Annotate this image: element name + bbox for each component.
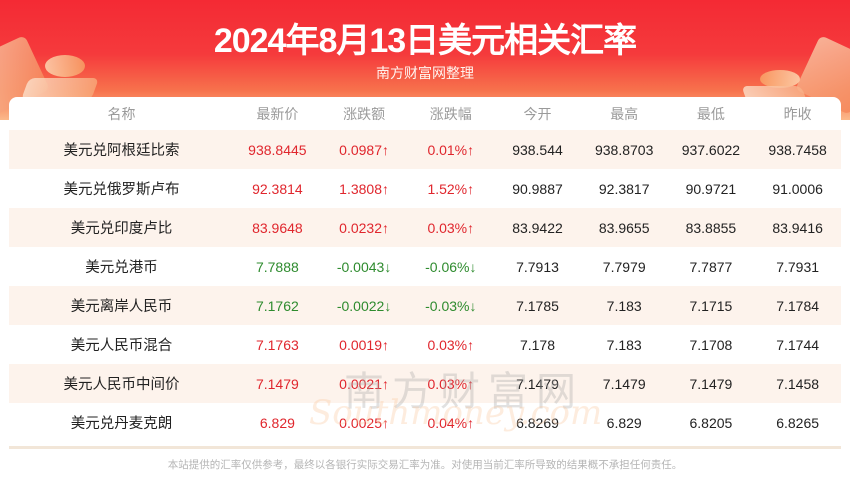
column-header-low: 最低 — [696, 105, 725, 122]
table-row: 美元人民币混合 7.1763 0.0019↑ 0.03%↑ 7.178 7.18… — [9, 325, 841, 364]
disclaimer-text: 本站提供的汇率仅供参考，最终以各银行实际交易汇率为准。对使用当前汇率所导致的结果… — [167, 459, 683, 471]
currency-pair-name: 美元兑丹麦克朗 — [70, 416, 173, 432]
prev-close-price: 7.1458 — [754, 364, 841, 403]
low-price: 6.8205 — [689, 414, 733, 431]
open-price: 83.9422 — [494, 208, 581, 247]
prev-close-price: 83.9416 — [754, 208, 841, 247]
table-row: 美元兑俄罗斯卢布 92.3814 1.3808↑ 1.52%↑ 90.9887 … — [9, 169, 841, 208]
change-amount: -0.0022↓ — [320, 286, 408, 325]
open-price: 6.8269 — [516, 414, 559, 431]
prev-close-price: 91.0006 — [772, 180, 823, 197]
change-percent: -0.06%↓ — [425, 258, 477, 275]
change-amount: -0.0043↓ — [336, 258, 392, 275]
latest-price: 83.9648 — [234, 208, 321, 247]
high-price: 938.8703 — [580, 130, 668, 169]
low-price: 7.1479 — [667, 364, 755, 403]
prev-close-price: 7.1744 — [776, 336, 820, 353]
column-header-prev-close: 昨收 — [783, 105, 812, 122]
latest-price: 7.1479 — [234, 364, 321, 403]
open-price: 90.9887 — [512, 180, 563, 197]
change-amount: 0.0025↑ — [339, 414, 389, 431]
open-price: 7.178 — [519, 336, 556, 353]
column-header-high: 最高 — [610, 105, 639, 122]
high-price: 6.829 — [606, 414, 642, 431]
low-price: 7.1708 — [689, 336, 733, 353]
table-row: 美元人民币中间价 7.1479 0.0021↑ 0.03%↑ 7.1479 7.… — [9, 364, 841, 403]
currency-pair-name: 美元人民币混合 — [70, 338, 173, 354]
decoration-shape — [760, 70, 800, 88]
prev-close-price: 6.8265 — [776, 414, 820, 431]
latest-price: 938.8445 — [234, 130, 321, 169]
latest-price: 7.1763 — [255, 336, 299, 353]
change-percent: 1.52%↑ — [427, 180, 475, 197]
open-price: 7.1479 — [494, 364, 581, 403]
table-row: 美元兑港币 7.7888 -0.0043↓ -0.06%↓ 7.7913 7.7… — [9, 247, 841, 286]
prev-close-price: 7.1784 — [754, 286, 841, 325]
high-price: 7.183 — [580, 286, 668, 325]
change-amount: 0.0019↑ — [339, 336, 389, 353]
prev-close-price: 938.7458 — [754, 130, 841, 169]
low-price: 90.9721 — [685, 180, 737, 197]
high-price: 7.7979 — [602, 258, 646, 275]
change-amount: 0.0232↑ — [320, 208, 408, 247]
change-percent: 0.03%↑ — [427, 336, 475, 353]
open-price: 938.544 — [494, 130, 581, 169]
latest-price: 7.1762 — [234, 286, 321, 325]
low-price: 937.6022 — [667, 130, 755, 169]
decoration-shape — [45, 55, 85, 77]
column-header-latest: 最新价 — [256, 105, 299, 122]
change-amount: 0.0021↑ — [320, 364, 408, 403]
currency-pair-name: 美元兑港币 — [85, 260, 158, 276]
currency-pair-name: 美元离岸人民币 — [9, 286, 235, 325]
latest-price: 92.3814 — [252, 180, 303, 197]
low-price: 83.8855 — [667, 208, 755, 247]
column-header-open: 今开 — [523, 105, 552, 122]
open-price: 7.7913 — [516, 258, 559, 275]
latest-price: 6.829 — [259, 414, 295, 431]
low-price: 7.7877 — [689, 258, 733, 275]
high-price: 83.9655 — [580, 208, 668, 247]
currency-pair-name: 美元兑阿根廷比索 — [9, 130, 235, 169]
column-header-change-pct: 涨跌幅 — [429, 105, 472, 122]
prev-close-price: 7.7931 — [776, 258, 820, 275]
high-price: 7.1479 — [580, 364, 668, 403]
table-header-row: 名称 最新价 涨跌额 涨跌幅 今开 最高 最低 昨收 — [9, 97, 841, 130]
page-subtitle: 南方财富网整理 — [376, 65, 474, 81]
change-percent: 0.03%↑ — [407, 208, 495, 247]
column-header-change: 涨跌额 — [343, 105, 386, 122]
table-row: 美元离岸人民币 7.1762 -0.0022↓ -0.03%↓ 7.1785 7… — [9, 286, 841, 325]
table-row: 美元兑丹麦克朗 6.829 0.0025↑ 0.04%↑ 6.8269 6.82… — [9, 403, 841, 442]
change-percent: -0.03%↓ — [407, 286, 495, 325]
open-price: 7.1785 — [494, 286, 581, 325]
exchange-rate-table: 名称 最新价 涨跌额 涨跌幅 今开 最高 最低 昨收 美元兑阿根廷比索 938.… — [9, 97, 841, 442]
change-amount: 0.0987↑ — [320, 130, 408, 169]
table-row: 美元兑阿根廷比索 938.8445 0.0987↑ 0.01%↑ 938.544… — [9, 130, 841, 169]
change-amount: 1.3808↑ — [339, 180, 389, 197]
change-percent: 0.01%↑ — [407, 130, 495, 169]
column-header-name: 名称 — [107, 105, 136, 122]
change-percent: 0.03%↑ — [407, 364, 495, 403]
table-row: 美元兑印度卢比 83.9648 0.0232↑ 0.03%↑ 83.9422 8… — [9, 208, 841, 247]
high-price: 92.3817 — [598, 180, 650, 197]
change-percent: 0.04%↑ — [427, 414, 475, 431]
currency-pair-name: 美元兑俄罗斯卢布 — [63, 182, 180, 198]
page-title: 2024年8月13日美元相关汇率 — [213, 22, 637, 60]
high-price: 7.183 — [606, 336, 642, 353]
currency-pair-name: 美元兑印度卢比 — [9, 208, 235, 247]
latest-price: 7.7888 — [255, 258, 299, 275]
rates-table-card: 名称 最新价 涨跌额 涨跌幅 今开 最高 最低 昨收 美元兑阿根廷比索 938.… — [9, 97, 841, 449]
low-price: 7.1715 — [667, 286, 755, 325]
currency-pair-name: 美元人民币中间价 — [9, 364, 235, 403]
